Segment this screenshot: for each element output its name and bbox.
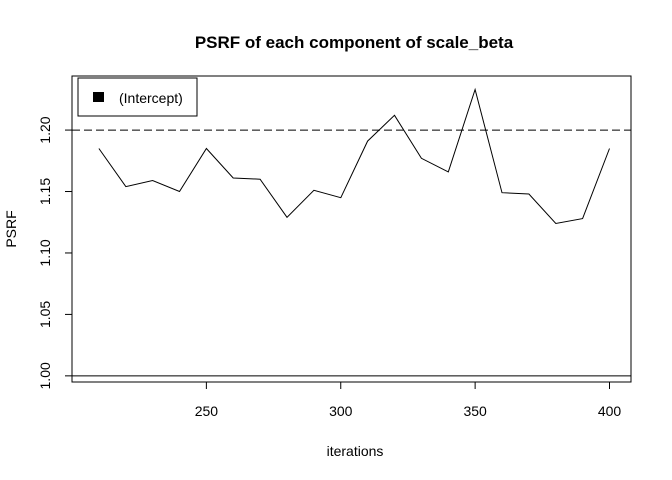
- chart-title: PSRF of each component of scale_beta: [195, 33, 514, 52]
- y-tick-label-0: 1.00: [37, 362, 53, 389]
- y-axis-label: PSRF: [3, 210, 19, 247]
- y-axis: 1.00 1.05 1.10 1.15 1.20: [37, 116, 73, 389]
- plot-frame: [71, 75, 632, 383]
- y-tick-label-4: 1.20: [37, 116, 53, 143]
- series-line-intercept: [98, 87, 610, 225]
- x-tick-label-300: 300: [329, 403, 353, 419]
- x-tick-label-400: 400: [598, 403, 622, 419]
- legend-label-intercept: (Intercept): [119, 90, 183, 106]
- y-tick-label-3: 1.15: [37, 178, 53, 205]
- y-tick-label-2: 1.10: [37, 239, 53, 266]
- x-axis: 250 300 350 400: [195, 381, 622, 419]
- x-tick-label-250: 250: [195, 403, 219, 419]
- x-tick-label-350: 350: [463, 403, 487, 419]
- legend-swatch-intercept: [93, 92, 104, 102]
- x-axis-label: iterations: [327, 443, 384, 459]
- legend: (Intercept): [77, 77, 198, 117]
- y-tick-label-1: 1.05: [37, 301, 53, 328]
